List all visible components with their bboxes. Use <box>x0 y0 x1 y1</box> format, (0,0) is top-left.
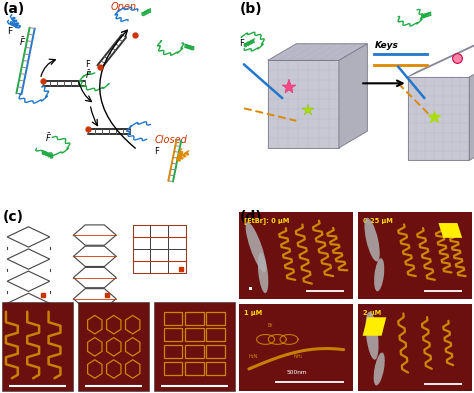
Bar <box>164 312 182 325</box>
Text: F: F <box>7 27 12 36</box>
Ellipse shape <box>258 253 268 293</box>
Bar <box>206 362 225 375</box>
Text: (d): (d) <box>239 210 262 224</box>
Ellipse shape <box>246 222 266 272</box>
Bar <box>185 362 204 375</box>
Polygon shape <box>363 317 386 336</box>
Bar <box>185 329 204 341</box>
Polygon shape <box>469 61 474 160</box>
Ellipse shape <box>365 218 380 261</box>
Bar <box>185 312 204 325</box>
Text: (b): (b) <box>239 2 262 16</box>
Text: Open: Open <box>110 2 136 12</box>
Ellipse shape <box>374 258 384 291</box>
Bar <box>206 329 225 341</box>
Text: [EtBr]: 0 μM: [EtBr]: 0 μM <box>244 218 290 224</box>
Bar <box>78 303 149 391</box>
Bar <box>168 249 186 261</box>
Bar <box>151 225 168 237</box>
Bar <box>154 303 235 391</box>
Polygon shape <box>268 61 339 148</box>
Polygon shape <box>438 223 462 238</box>
Bar <box>133 237 150 249</box>
Bar <box>164 362 182 375</box>
Bar <box>133 261 150 273</box>
Bar <box>133 249 150 261</box>
Bar <box>133 225 150 237</box>
Bar <box>185 345 204 358</box>
Bar <box>239 304 353 391</box>
Bar <box>164 329 182 341</box>
Text: Keys: Keys <box>374 41 398 50</box>
Text: Closed: Closed <box>154 135 187 145</box>
Bar <box>164 345 182 358</box>
Bar <box>206 312 225 325</box>
Polygon shape <box>408 77 469 160</box>
Text: $\bar{F}$: $\bar{F}$ <box>45 131 52 143</box>
Text: 1 μM: 1 μM <box>244 310 263 316</box>
Bar <box>168 237 186 249</box>
Text: NH₂: NH₂ <box>294 354 303 359</box>
Text: F: F <box>154 147 159 156</box>
Text: F: F <box>239 39 244 48</box>
Text: 0.25 μM: 0.25 μM <box>363 218 392 224</box>
Text: H₂N: H₂N <box>249 354 258 359</box>
Text: $\bar{F}$: $\bar{F}$ <box>19 35 26 48</box>
Bar <box>151 237 168 249</box>
Bar <box>168 225 186 237</box>
Bar <box>151 249 168 261</box>
Bar <box>239 212 353 299</box>
Text: (c): (c) <box>2 210 23 224</box>
Polygon shape <box>268 44 367 61</box>
Polygon shape <box>408 35 474 77</box>
Text: $\bar{F}$: $\bar{F}$ <box>85 68 92 81</box>
Bar <box>168 261 186 273</box>
Text: Br: Br <box>268 323 273 327</box>
Ellipse shape <box>365 312 379 360</box>
Text: 2 μM: 2 μM <box>363 310 381 316</box>
Bar <box>151 261 168 273</box>
Text: (a): (a) <box>2 2 25 16</box>
Bar <box>2 303 73 391</box>
Bar <box>358 304 472 391</box>
Bar <box>358 212 472 299</box>
Text: F: F <box>85 60 90 69</box>
Polygon shape <box>339 44 367 148</box>
Bar <box>249 287 252 290</box>
Text: 500nm: 500nm <box>287 369 308 375</box>
Ellipse shape <box>374 353 385 386</box>
Bar <box>206 345 225 358</box>
Bar <box>133 225 186 273</box>
